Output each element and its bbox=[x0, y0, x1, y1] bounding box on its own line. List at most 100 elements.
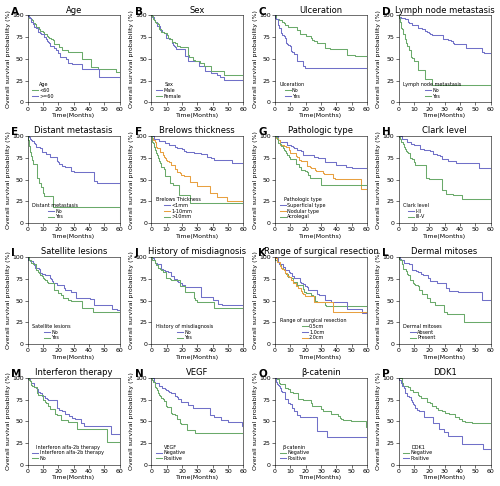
Y-axis label: Overall survival probability (%): Overall survival probability (%) bbox=[6, 252, 10, 349]
Yes bbox=[240, 318, 246, 324]
>10mm bbox=[152, 146, 158, 152]
Positive bbox=[169, 411, 175, 417]
2.0cm bbox=[302, 293, 308, 299]
0.5cm bbox=[272, 254, 278, 260]
Yes bbox=[400, 31, 406, 37]
Yes bbox=[154, 261, 160, 267]
Positive bbox=[364, 445, 370, 451]
Line: Male: Male bbox=[152, 16, 244, 85]
Yes bbox=[272, 13, 278, 18]
Yes bbox=[24, 133, 30, 139]
Line: >=60: >=60 bbox=[28, 16, 120, 82]
Line: No: No bbox=[152, 257, 244, 313]
Positive bbox=[273, 379, 279, 384]
I-II bbox=[405, 139, 411, 144]
No bbox=[278, 17, 284, 22]
Text: C: C bbox=[258, 7, 266, 17]
Negative bbox=[163, 386, 169, 392]
Negative bbox=[440, 408, 446, 414]
Y-axis label: Overall survival probability (%): Overall survival probability (%) bbox=[253, 10, 258, 108]
0.5cm bbox=[280, 265, 285, 271]
X-axis label: Time(Months): Time(Months) bbox=[423, 355, 466, 360]
Line: III-V: III-V bbox=[398, 136, 490, 206]
Text: F: F bbox=[135, 127, 142, 138]
Yes bbox=[399, 25, 405, 31]
Line: 2.0cm: 2.0cm bbox=[275, 257, 367, 322]
X-axis label: Time(Months): Time(Months) bbox=[52, 113, 96, 118]
Female bbox=[240, 77, 246, 83]
Absent bbox=[416, 269, 422, 275]
1.0cm bbox=[275, 257, 281, 262]
>10mm bbox=[154, 155, 160, 160]
Negative bbox=[282, 385, 288, 391]
Negative bbox=[278, 381, 284, 386]
Negative bbox=[364, 424, 370, 430]
<1mm bbox=[191, 150, 197, 156]
Yes bbox=[280, 32, 285, 38]
Female bbox=[165, 35, 171, 41]
No bbox=[24, 254, 30, 260]
1.0cm bbox=[283, 267, 289, 273]
Male bbox=[240, 82, 246, 87]
No bbox=[24, 133, 30, 139]
I-II bbox=[396, 133, 402, 139]
Positive bbox=[297, 414, 303, 419]
Absent bbox=[406, 261, 412, 267]
Yes bbox=[28, 258, 34, 263]
No bbox=[464, 45, 469, 51]
No bbox=[154, 260, 160, 266]
Positive bbox=[396, 375, 402, 381]
Superficial type bbox=[328, 158, 334, 164]
1-10mm bbox=[180, 173, 186, 178]
Yes bbox=[398, 22, 404, 28]
Positive bbox=[414, 407, 420, 413]
III-V bbox=[408, 156, 414, 162]
Line: Negative: Negative bbox=[152, 378, 244, 429]
Positive bbox=[152, 384, 158, 390]
Title: Sex: Sex bbox=[190, 5, 205, 15]
1-10mm bbox=[240, 200, 246, 206]
No bbox=[46, 403, 52, 409]
Male bbox=[217, 72, 223, 78]
Yes bbox=[26, 141, 32, 147]
Male bbox=[154, 23, 160, 29]
Positive bbox=[398, 380, 404, 386]
Yes bbox=[27, 146, 33, 152]
Title: Range of surgical resection: Range of surgical resection bbox=[264, 247, 378, 256]
No bbox=[364, 58, 370, 64]
Nodular type bbox=[280, 142, 286, 148]
Acrolegal bbox=[284, 152, 290, 158]
Positive bbox=[295, 412, 301, 417]
Absent bbox=[455, 288, 461, 294]
Line: <60: <60 bbox=[28, 16, 120, 72]
I-II bbox=[442, 156, 448, 162]
Nodular type bbox=[280, 142, 286, 148]
Yes bbox=[116, 217, 122, 223]
Interferon alfa-2b therapy bbox=[32, 384, 38, 390]
I-II bbox=[401, 137, 407, 142]
Text: N: N bbox=[135, 369, 143, 379]
<60 bbox=[116, 69, 122, 75]
No bbox=[116, 307, 122, 313]
Yes bbox=[402, 35, 407, 41]
X-axis label: Time(Months): Time(Months) bbox=[300, 475, 343, 481]
Line: Nodular type: Nodular type bbox=[275, 136, 367, 191]
Absent bbox=[396, 254, 402, 260]
Positive bbox=[412, 402, 418, 408]
No bbox=[422, 28, 428, 34]
Present bbox=[428, 299, 434, 305]
Title: Dermal mitoses: Dermal mitoses bbox=[412, 247, 478, 256]
Superficial type bbox=[272, 133, 278, 139]
<1mm bbox=[155, 137, 161, 142]
Yes bbox=[151, 258, 157, 263]
Positive bbox=[272, 375, 278, 381]
>10mm bbox=[176, 192, 182, 198]
Negative bbox=[240, 426, 246, 432]
Positive bbox=[400, 383, 406, 389]
X-axis label: Time(Months): Time(Months) bbox=[423, 113, 466, 118]
Positive bbox=[294, 412, 300, 417]
Absent bbox=[409, 267, 415, 273]
<60 bbox=[30, 20, 36, 26]
Legend: No, Yes: No, Yes bbox=[403, 82, 462, 99]
2.0cm bbox=[284, 273, 290, 278]
